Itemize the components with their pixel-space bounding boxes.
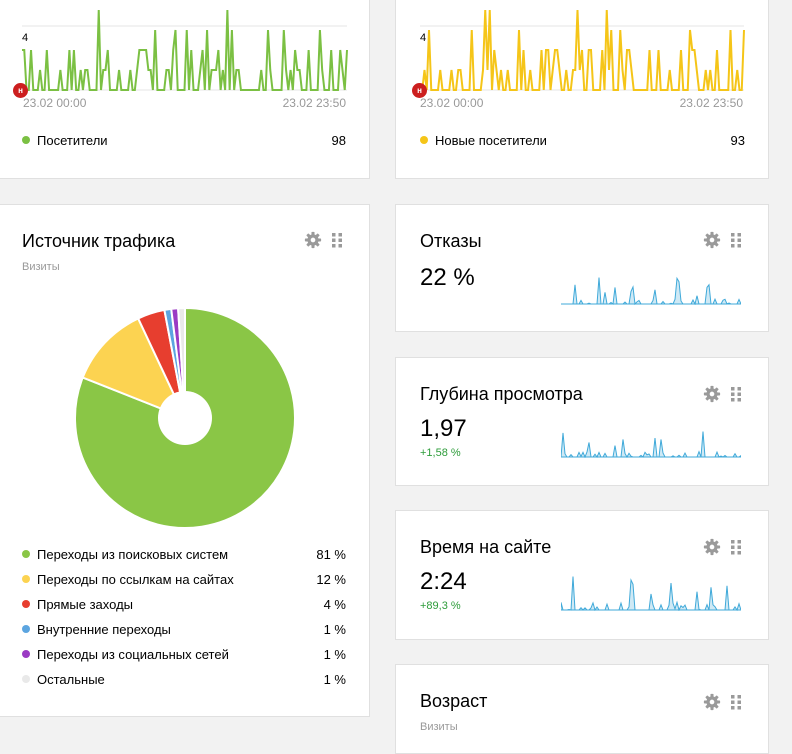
legend-row[interactable]: Внутренние переходы 1 % [22,622,346,637]
gear-icon[interactable] [703,231,721,249]
date-start-label: 23.02 00:00 [23,96,87,110]
pie-slice[interactable] [81,317,187,420]
grip-icon[interactable] [727,538,745,556]
widget-title: Возраст [420,691,488,711]
grip-icon[interactable] [727,693,745,711]
grip-icon[interactable] [727,385,745,403]
legend-dot [22,600,30,608]
legend-dot [22,136,30,144]
mini-sparkline-path [561,431,741,458]
widget-title: Глубина просмотра [420,384,583,404]
legend-value: 12 % [316,572,346,587]
grip-icon[interactable] [328,231,346,249]
legend-label: Переходы из социальных сетей [37,647,229,662]
legend-value: 4 % [323,597,346,612]
legend-row[interactable]: Остальные 1 % [22,672,346,687]
legend-value: 1 % [323,622,346,637]
holiday-marker-icon[interactable]: н [412,83,427,98]
date-end-label: 23.02 23:50 [679,96,743,110]
pie-slice[interactable] [177,306,186,419]
depth-widget: Глубина просмотра 1,97 +1,58 % [395,357,769,486]
legend-new-visitors: Новые посетители [420,133,547,148]
legend-label: Прямые заходы [37,597,134,612]
legend-row[interactable]: Переходы по ссылкам на сайтах 12 % [22,572,346,587]
legend-dot [22,575,30,583]
mini-sparkline-path [561,576,741,611]
legend-row[interactable]: Прямые заходы 4 % [22,597,346,612]
date-start-label: 23.02 00:00 [420,96,484,110]
date-end-label: 23.02 23:50 [282,96,346,110]
widget-value: 2:24 [420,568,467,595]
visitors-sparkline [22,9,348,91]
age-widget: Возраст Визиты [395,664,769,754]
legend-label: Посетители [37,133,108,148]
legend-dot [22,550,30,558]
y-max-label: 4 [22,32,29,44]
legend-visitors: Посетители [22,133,108,148]
widget-title: Время на сайте [420,537,552,557]
widget-delta: +89,3 % [420,600,461,612]
traffic-source-pie-chart [74,306,296,529]
legend-value: 1 % [323,672,346,687]
new-visitors-sparkline [420,9,745,91]
new-visitors-widget: 4 н 23.02 00:00 23.02 23:50 Новые посети… [395,0,769,179]
legend-row[interactable]: Переходы из социальных сетей 1 % [22,647,346,662]
legend-value: 81 % [316,547,346,562]
legend-dot [420,136,428,144]
legend-value: 1 % [323,647,346,662]
legend-label: Остальные [37,672,105,687]
sparkline-path [22,9,348,91]
donut-hole [158,391,212,445]
time-sparkline [561,576,741,611]
legend-dot [22,625,30,633]
mini-sparkline-path [561,276,741,305]
gear-icon[interactable] [703,693,721,711]
holiday-marker-icon[interactable]: н [13,83,28,98]
y-max-label: 4 [420,32,427,44]
bounce-sparkline [561,276,741,305]
widget-delta: +1,58 % [420,447,461,459]
time-on-site-widget: Время на сайте 2:24 +89,3 % [395,510,769,640]
widget-title: Отказы [420,231,482,251]
sparkline-path [420,9,745,91]
visitors-widget: 4 н 23.02 00:00 23.02 23:50 Посетители 9… [0,0,370,179]
widget-subtitle: Визиты [420,721,458,733]
legend-label: Переходы по ссылкам на сайтах [37,572,234,587]
widget-subtitle: Визиты [22,261,60,273]
legend-dot [22,675,30,683]
depth-sparkline [561,431,741,458]
legend-dot [22,650,30,658]
traffic-source-widget: Источник трафика Визиты Переходы из поис… [0,204,370,717]
widget-value: 1,97 [420,415,467,442]
gear-icon[interactable] [304,231,322,249]
legend-value: 98 [331,133,346,148]
legend-row[interactable]: Переходы из поисковых систем 81 % [22,547,346,562]
legend-label: Внутренние переходы [37,622,171,637]
legend-label: Новые посетители [435,133,547,148]
gear-icon[interactable] [703,385,721,403]
grip-icon[interactable] [727,231,745,249]
legend-value: 93 [730,133,745,148]
legend-label: Переходы из поисковых систем [37,547,229,562]
widget-title: Источник трафика [22,231,176,251]
bounce-widget: Отказы 22 % [395,204,769,332]
widget-value: 22 % [420,264,475,291]
gear-icon[interactable] [703,538,721,556]
